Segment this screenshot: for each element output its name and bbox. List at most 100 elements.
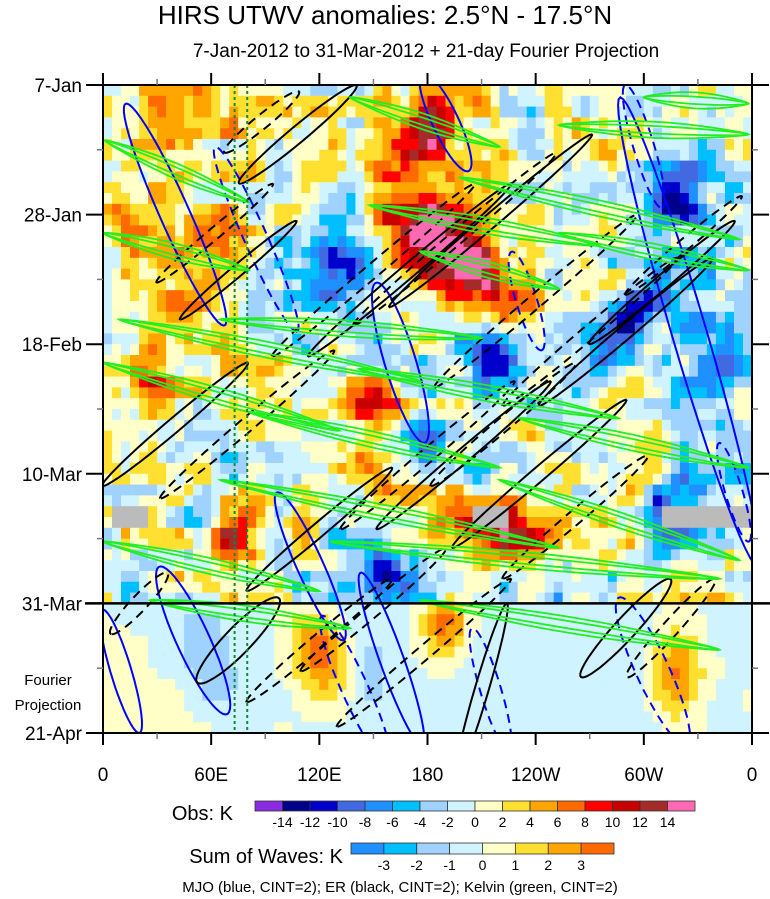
heatmap-cell	[508, 722, 519, 734]
heatmap-cell	[220, 484, 230, 496]
heatmap-cell	[166, 603, 176, 615]
heatmap-cell	[472, 117, 483, 129]
heatmap-cell	[517, 268, 528, 280]
heatmap-cell	[400, 268, 411, 280]
heatmap-cell	[175, 409, 185, 421]
heatmap-cell	[328, 625, 338, 637]
heatmap-cell	[454, 247, 465, 259]
heatmap-cell	[463, 95, 474, 108]
heatmap-cell	[463, 668, 474, 680]
heatmap-cell	[382, 160, 392, 172]
heatmap-cell	[490, 279, 501, 291]
heatmap-cell	[571, 376, 582, 388]
heatmap-cell	[463, 592, 474, 604]
heatmap-cell	[157, 657, 167, 669]
heatmap-cell	[697, 668, 708, 680]
heatmap-cell	[184, 139, 194, 151]
heatmap-cell	[643, 441, 654, 453]
heatmap-cell	[490, 506, 501, 518]
heatmap-cell	[607, 85, 618, 97]
heatmap-cell	[436, 527, 447, 540]
heatmap-cell	[157, 160, 167, 172]
heatmap-cell	[706, 657, 717, 669]
heatmap-cell	[571, 193, 582, 205]
heatmap-cell	[454, 268, 465, 280]
heatmap-cell	[247, 571, 257, 583]
heatmap-cell	[463, 722, 474, 734]
waves-colorbar-swatch	[383, 842, 418, 855]
heatmap-cell	[715, 657, 726, 669]
heatmap-cell	[463, 106, 474, 118]
heatmap-cell	[238, 592, 248, 604]
heatmap-cell	[499, 527, 510, 540]
heatmap-cell	[743, 182, 753, 194]
heatmap-cell	[283, 95, 293, 108]
heatmap-cell	[445, 344, 456, 356]
heatmap-cell	[472, 484, 483, 496]
heatmap-cell	[121, 290, 131, 302]
heatmap-cell	[391, 203, 401, 216]
heatmap-cell	[121, 506, 131, 518]
heatmap-cell	[670, 625, 681, 637]
heatmap-cell	[571, 139, 582, 151]
heatmap-cell	[364, 106, 374, 118]
heatmap-cell	[103, 214, 113, 226]
heatmap-cell	[670, 85, 681, 97]
heatmap-cell	[463, 430, 474, 442]
heatmap-cell	[706, 484, 717, 496]
heatmap-cell	[571, 85, 582, 97]
heatmap-cell	[364, 268, 374, 280]
heatmap-cell	[544, 139, 555, 151]
heatmap-cell	[373, 625, 383, 637]
heatmap-cell	[130, 668, 140, 680]
heatmap-cell	[157, 506, 167, 518]
waves-colorbar-label: Sum of Waves: K	[189, 846, 343, 868]
heatmap-cell	[481, 657, 492, 669]
heatmap-cell	[364, 203, 374, 216]
heatmap-cell	[454, 290, 465, 302]
heatmap-cell	[427, 387, 438, 399]
heatmap-cell	[319, 484, 329, 496]
heatmap-cell	[418, 560, 429, 572]
heatmap-cell	[508, 463, 519, 475]
heatmap-cell	[346, 657, 356, 669]
heatmap-cell	[517, 106, 528, 118]
heatmap-cell	[616, 106, 627, 118]
heatmap-cell	[265, 463, 275, 475]
heatmap-cell	[265, 344, 275, 356]
heatmap-cell	[211, 635, 221, 648]
heatmap-cell	[706, 85, 717, 97]
heatmap-cell	[517, 149, 528, 162]
heatmap-cell	[743, 387, 753, 399]
heatmap-cell	[346, 225, 356, 237]
heatmap-cell	[112, 571, 122, 583]
heatmap-cell	[130, 355, 140, 367]
heatmap-cell	[553, 290, 564, 302]
heatmap-cell	[526, 160, 537, 172]
heatmap-cell	[157, 139, 167, 151]
heatmap-cell	[157, 452, 167, 464]
heatmap-cell	[688, 657, 699, 669]
heatmap-cell	[400, 160, 411, 172]
heatmap-cell	[598, 95, 609, 108]
heatmap-cell	[103, 160, 113, 172]
heatmap-cell	[391, 560, 401, 572]
heatmap-cell	[616, 387, 627, 399]
mjo-contour	[621, 85, 666, 210]
heatmap-cell	[715, 484, 726, 496]
heatmap-cell	[229, 571, 239, 583]
heatmap-cell	[463, 635, 474, 648]
heatmap-cell	[670, 722, 681, 734]
heatmap-cell	[301, 517, 311, 529]
heatmap-cell	[661, 689, 672, 702]
heatmap-cell	[202, 236, 212, 248]
heatmap-cell	[175, 419, 185, 432]
heatmap-cell	[103, 355, 113, 367]
heatmap-cell	[238, 85, 248, 97]
heatmap-cell	[409, 463, 420, 475]
heatmap-cell	[535, 549, 546, 561]
heatmap-cell	[274, 419, 284, 432]
heatmap-cell	[157, 549, 167, 561]
heatmap-cell	[472, 452, 483, 464]
heatmap-cell	[256, 473, 266, 486]
